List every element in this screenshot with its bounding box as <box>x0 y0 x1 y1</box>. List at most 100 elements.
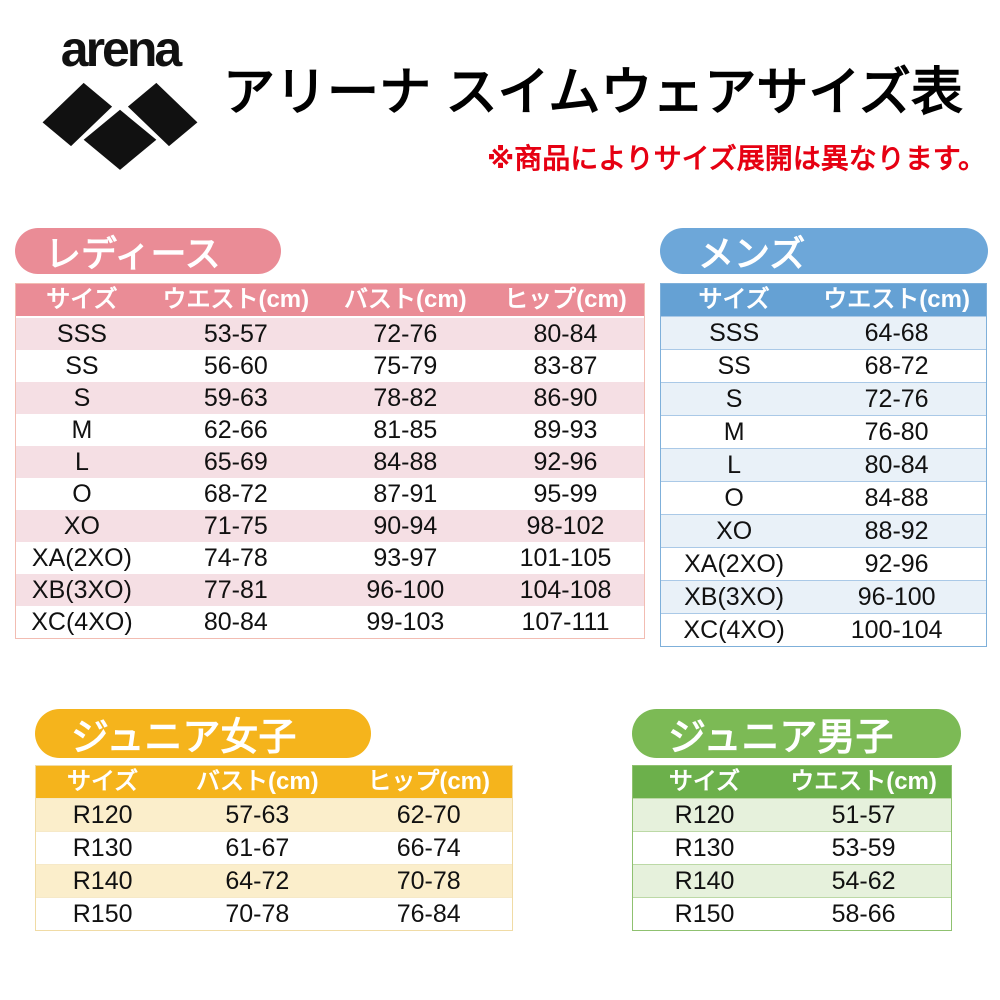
mens-size-table: サイズ ウエスト(cm) SSS 64-68 SS 68-72 S 72-76 … <box>660 283 987 647</box>
waist-cell: 62-66 <box>203 415 268 444</box>
logo-left-diamond <box>42 82 113 147</box>
size-cell: O <box>72 479 92 508</box>
arena-diamonds-icon <box>42 82 198 170</box>
mens-badge: メンズ <box>660 228 988 274</box>
junior-girls-badge: ジュニア女子 <box>35 709 371 759</box>
hip-cell: 104-108 <box>519 575 612 604</box>
table-row: XB(3XO) 77-81 96-100 104-108 <box>16 574 644 606</box>
ladies-header-row: サイズ ウエスト(cm) バスト(cm) ヒップ(cm) <box>16 284 644 318</box>
waist-cell: 58-66 <box>831 899 896 928</box>
size-cell: R130 <box>674 833 735 862</box>
waist-cell: 53-57 <box>203 319 268 348</box>
bust-cell: 96-100 <box>366 575 445 604</box>
table-row: R150 58-66 <box>633 898 951 930</box>
size-cell: XB(3XO) <box>684 582 785 611</box>
size-cell: R120 <box>674 800 735 829</box>
column-header-bust: バスト(cm) <box>344 286 467 313</box>
size-cell: XC(4XO) <box>31 607 133 636</box>
bust-cell: 99-103 <box>366 607 445 636</box>
column-header-waist: ウエスト(cm) <box>790 768 937 795</box>
column-header-size: サイズ <box>668 768 741 795</box>
column-header-size: サイズ <box>66 768 139 795</box>
hip-cell: 66-74 <box>396 833 461 862</box>
bust-cell: 70-78 <box>225 899 290 928</box>
size-cell: SSS <box>56 319 107 348</box>
size-cell: M <box>71 415 93 444</box>
table-row: O 84-88 <box>661 482 986 515</box>
table-row: O 68-72 87-91 95-99 <box>16 478 644 510</box>
size-cell: SSS <box>709 318 760 347</box>
hip-cell: 95-99 <box>533 479 598 508</box>
size-cell: M <box>723 417 745 446</box>
hip-cell: 98-102 <box>526 511 605 540</box>
hip-cell: 76-84 <box>396 899 461 928</box>
table-row: R140 64-72 70-78 <box>36 865 512 898</box>
junior-boys-header-row: サイズ ウエスト(cm) <box>633 766 951 799</box>
junior-girls-size-table: サイズ バスト(cm) ヒップ(cm) R120 57-63 62-70 R13… <box>35 765 513 931</box>
waist-cell: 65-69 <box>203 447 268 476</box>
bust-cell: 90-94 <box>373 511 438 540</box>
waist-cell: 92-96 <box>864 549 929 578</box>
hip-cell: 86-90 <box>533 383 598 412</box>
table-row: SSS 53-57 72-76 80-84 <box>16 318 644 350</box>
table-row: R130 61-67 66-74 <box>36 832 512 865</box>
size-cell: R130 <box>72 833 133 862</box>
waist-cell: 96-100 <box>857 582 936 611</box>
table-row: XC(4XO) 100-104 <box>661 614 986 646</box>
hip-cell: 70-78 <box>396 866 461 895</box>
table-row: XC(4XO) 80-84 99-103 107-111 <box>16 606 644 638</box>
column-header-size: サイズ <box>698 286 770 313</box>
table-row: XA(2XO) 92-96 <box>661 548 986 581</box>
logo-right-diamond <box>127 82 198 147</box>
size-cell: SS <box>65 351 99 380</box>
table-row: R120 51-57 <box>633 799 951 832</box>
bust-cell: 87-91 <box>373 479 438 508</box>
table-row: M 62-66 81-85 89-93 <box>16 414 644 446</box>
table-row: L 65-69 84-88 92-96 <box>16 446 644 478</box>
table-row: SS 68-72 <box>661 350 986 383</box>
waist-cell: 84-88 <box>864 483 929 512</box>
bust-cell: 61-67 <box>225 833 290 862</box>
table-row: R130 53-59 <box>633 832 951 865</box>
bust-cell: 84-88 <box>373 447 438 476</box>
size-cell: O <box>724 483 744 512</box>
hip-cell: 62-70 <box>396 800 461 829</box>
size-cell: R150 <box>72 899 133 928</box>
size-availability-note: ※商品によりサイズ展開は異なります。 <box>486 143 986 174</box>
column-header-hip: ヒップ(cm) <box>504 286 627 313</box>
table-row: S 72-76 <box>661 383 986 416</box>
table-row: S 59-63 78-82 86-90 <box>16 382 644 414</box>
bust-cell: 81-85 <box>373 415 438 444</box>
bust-cell: 64-72 <box>225 866 290 895</box>
page-title: アリーナ スイムウェアサイズ表 <box>223 64 963 122</box>
size-cell: R140 <box>72 866 133 895</box>
bust-cell: 93-97 <box>373 543 438 572</box>
size-cell: SS <box>717 351 751 380</box>
column-header-bust: バスト(cm) <box>195 768 319 795</box>
bust-cell: 78-82 <box>373 383 438 412</box>
arena-logo-text: arena <box>60 21 182 77</box>
size-cell: XA(2XO) <box>31 543 132 572</box>
logo-center-diamond <box>83 109 157 170</box>
hip-cell: 83-87 <box>533 351 598 380</box>
table-row: SS 56-60 75-79 83-87 <box>16 350 644 382</box>
junior-boys-size-table: サイズ ウエスト(cm) R120 51-57 R130 53-59 R140 … <box>632 765 952 931</box>
column-header-waist: ウエスト(cm) <box>162 286 310 313</box>
hip-cell: 107-111 <box>521 607 610 636</box>
arena-logo: arena <box>25 24 215 177</box>
bust-cell: 75-79 <box>373 351 438 380</box>
bust-cell: 72-76 <box>373 319 438 348</box>
size-cell: XA(2XO) <box>684 549 785 578</box>
table-row: XO 88-92 <box>661 515 986 548</box>
waist-cell: 56-60 <box>203 351 268 380</box>
mens-header-row: サイズ ウエスト(cm) <box>661 284 986 317</box>
waist-cell: 80-84 <box>864 450 929 479</box>
hip-cell: 92-96 <box>533 447 598 476</box>
waist-cell: 68-72 <box>864 351 929 380</box>
column-header-size: サイズ <box>46 286 118 313</box>
hip-cell: 101-105 <box>519 543 612 572</box>
size-cell: XB(3XO) <box>31 575 132 604</box>
waist-cell: 53-59 <box>831 833 896 862</box>
table-row: R140 54-62 <box>633 865 951 898</box>
size-cell: R120 <box>72 800 133 829</box>
